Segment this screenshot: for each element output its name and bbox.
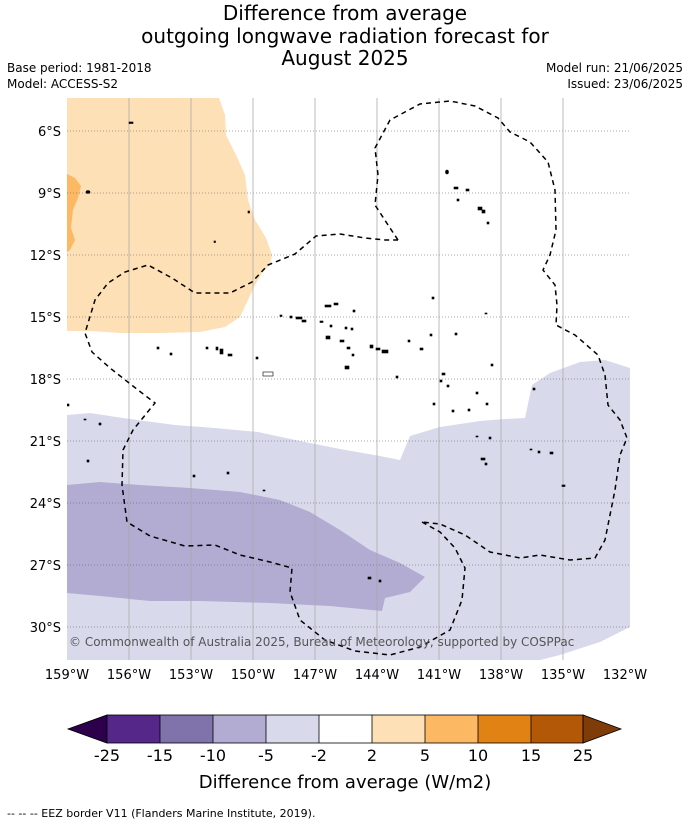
lat-tick-label: 15°S [30,311,61,326]
map-panel: © Commonwealth of Australia 2025, Bureau… [67,98,630,660]
colorbar-tick-label: 25 [573,746,593,765]
lon-tick-label: 138°W [479,668,523,683]
lon-tick-label: 159°W [45,668,89,683]
colorbar-segment [372,715,425,743]
colorbar-tick-label: -10 [200,746,226,765]
islands [67,121,566,583]
colorbar-segment [531,715,583,743]
lon-tick-label: 135°W [541,668,585,683]
colorbar-tick-label: -25 [94,746,120,765]
lat-tick-label: 27°S [30,559,61,574]
lat-tick-label: 30°S [30,621,61,636]
lat-tick-label: 24°S [30,497,61,512]
colorbar-max-arrow [582,714,623,744]
anomaly-region-mid-purple [67,482,425,611]
lat-axis: 6°S 9°S 12°S 15°S 18°S 21°S 24°S 27°S 30… [30,125,61,636]
meta-left: Base period: 1981-2018 Model: ACCESS-S2 [7,60,152,92]
title-line-2: outgoing longwave radiation forecast for [141,23,549,48]
colorbar-tick-label: -15 [147,746,173,765]
colorbar-label: Difference from average (W/m2) [199,772,491,793]
eez-border-french-polynesia-south [84,233,466,656]
anomaly-region-orange [67,174,81,252]
lat-tick-label: 9°S [38,187,61,202]
map-title: Difference from average outgoing longwav… [0,2,690,70]
lon-tick-label: 150°W [231,668,275,683]
colorbar-tick-label: 15 [521,746,541,765]
base-period: Base period: 1981-2018 [7,61,152,75]
colorbar-tick-label: 10 [468,746,488,765]
lat-tick-label: 21°S [30,435,61,450]
map-gridlines [67,98,630,660]
anomaly-region-light-orange [67,98,272,333]
colorbar-tick-label: -5 [258,746,274,765]
lon-tick-label: 153°W [169,668,213,683]
lat-tick-label: 6°S [38,125,61,140]
colorbar-segment [478,715,531,743]
lon-tick-label: 141°W [417,668,461,683]
colorbar-segment [319,715,372,743]
colorbar-tick-label: -2 [311,746,327,765]
title-line-3: August 2025 [281,46,409,70]
eez-footnote: -- -- -- EEZ border V11 (Flanders Marine… [7,807,316,820]
colorbar-segment [107,715,160,743]
lon-axis: 159°W 156°W 153°W 150°W 147°W 144°W 141°… [45,668,647,683]
model-run: Model run: 21/06/2025 [545,61,683,75]
colorbar-segment [160,715,213,743]
copyright-notice: © Commonwealth of Australia 2025, Bureau… [69,635,574,649]
lat-tick-label: 12°S [30,249,61,264]
title-line-1: Difference from average [222,1,468,25]
lat-tick-label: 18°S [30,373,61,388]
lon-tick-label: 144°W [355,668,399,683]
colorbar-tick-label: 5 [420,746,430,765]
colorbar: -25 -15 -10 -5 -2 2 5 10 15 25 Differenc… [66,714,623,793]
lon-tick-label: 156°W [107,668,151,683]
issued-date: Issued: 23/06/2025 [567,77,683,91]
colorbar-min-arrow [66,714,108,744]
lon-tick-label: 132°W [603,668,647,683]
colorbar-tick-label: 2 [367,746,377,765]
colorbar-segment [425,715,478,743]
colorbar-segment [266,715,319,743]
lon-tick-label: 147°W [293,668,337,683]
colorbar-segment [213,715,266,743]
eez-border-cook-islands [374,100,628,561]
map-figure: © Commonwealth of Australia 2025, Bureau… [30,98,647,793]
model-name: Model: ACCESS-S2 [7,77,119,91]
meta-right: Model run: 21/06/2025 Issued: 23/06/2025 [546,60,683,92]
